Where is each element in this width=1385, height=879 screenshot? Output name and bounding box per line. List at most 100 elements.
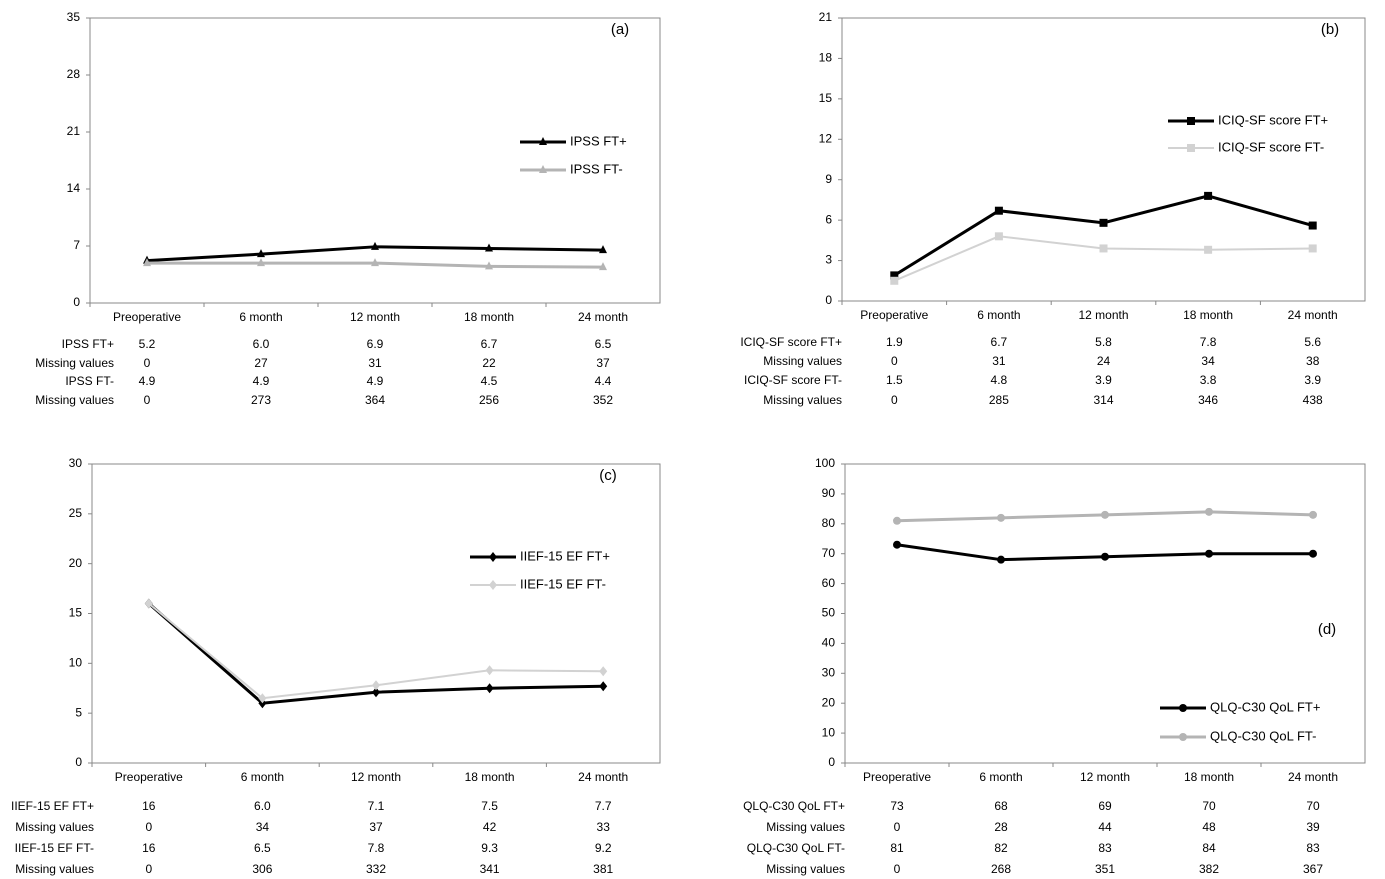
table-row-label: Missing values <box>766 862 845 876</box>
data-point <box>1205 507 1213 516</box>
y-tick-label: 15 <box>69 606 83 620</box>
data-point <box>599 681 608 692</box>
y-tick-label: 6 <box>825 212 832 226</box>
y-tick-label: 70 <box>822 546 836 560</box>
data-point <box>485 683 494 694</box>
table-cell: 84 <box>1202 841 1216 855</box>
table-cell: 7.5 <box>481 799 498 813</box>
table-cell: 367 <box>1303 862 1323 876</box>
x-tick-label: 24 month <box>1288 770 1338 784</box>
y-tick-label: 12 <box>819 131 833 145</box>
table-cell: 346 <box>1198 393 1218 407</box>
panel-label: (d) <box>1318 621 1336 638</box>
table-cell: 73 <box>890 799 904 813</box>
series-line <box>893 194 1314 277</box>
table-cell: 6.7 <box>481 337 498 351</box>
y-tick-label: 9 <box>825 172 832 186</box>
y-tick-label: 0 <box>75 755 82 769</box>
x-tick-label: 6 month <box>241 770 284 784</box>
table-cell: 34 <box>1201 354 1215 368</box>
table-cell: 39 <box>1306 820 1320 834</box>
data-point <box>371 258 379 267</box>
table-cell: 6.0 <box>254 799 271 813</box>
legend-label: QLQ-C30 QoL FT+ <box>1210 699 1320 714</box>
table-cell: 31 <box>368 356 382 370</box>
table-cell: 6.9 <box>367 337 384 351</box>
table-cell: 332 <box>366 862 386 876</box>
y-tick-label: 3 <box>825 253 832 267</box>
data-point <box>1309 510 1317 519</box>
table-cell: 273 <box>251 393 271 407</box>
table-cell: 1.5 <box>886 373 903 387</box>
legend-marker <box>1179 733 1187 741</box>
legend-marker <box>539 137 547 145</box>
table-cell: 6.0 <box>253 337 270 351</box>
data-point <box>994 206 1003 215</box>
data-point <box>1308 244 1317 253</box>
table-row-label: IPSS FT- <box>65 374 114 388</box>
data-point <box>1099 218 1108 227</box>
data-point <box>1101 552 1109 561</box>
table-cell: 3.9 <box>1095 373 1112 387</box>
y-tick-label: 10 <box>69 656 83 670</box>
x-tick-label: 12 month <box>1078 308 1128 322</box>
y-tick-label: 100 <box>815 456 835 470</box>
x-tick-label: 24 month <box>578 310 628 324</box>
panel: 0 7 14 21 28 35 Preoperative 6 month 12 month 18 … <box>35 10 661 407</box>
y-tick-label: 21 <box>819 10 833 24</box>
table-row-label: IPSS FT+ <box>62 337 114 351</box>
y-tick-label: 80 <box>822 516 836 530</box>
table-cell: 70 <box>1202 799 1216 813</box>
table-row-label: IIEF-15 EF FT- <box>15 841 94 855</box>
y-tick-label: 30 <box>69 456 83 470</box>
data-point <box>599 666 608 677</box>
table-cell: 68 <box>994 799 1008 813</box>
data-point <box>372 687 380 698</box>
table-cell: 4.9 <box>253 374 270 388</box>
data-point <box>257 249 265 258</box>
legend-label: IPSS FT+ <box>570 133 627 148</box>
table-cell: 83 <box>1098 841 1112 855</box>
table-cell: 7.8 <box>368 841 385 855</box>
table-cell: 69 <box>1098 799 1112 813</box>
table-row-label: Missing values <box>763 354 842 368</box>
x-tick-label: 18 month <box>1184 770 1234 784</box>
table-cell: 24 <box>1097 354 1111 368</box>
table-cell: 0 <box>145 820 152 834</box>
x-tick-label: 18 month <box>464 310 514 324</box>
x-tick-label: 12 month <box>1080 770 1130 784</box>
x-tick-label: 24 month <box>578 770 628 784</box>
x-tick-label: 24 month <box>1288 308 1338 322</box>
legend-label: IPSS FT- <box>570 161 623 176</box>
table-row-label: QLQ-C30 QoL FT- <box>747 841 845 855</box>
table-cell: 285 <box>989 393 1009 407</box>
legend-marker <box>1179 704 1187 712</box>
table-cell: 5.6 <box>1304 335 1321 349</box>
data-point <box>890 276 899 285</box>
table-row-label: Missing values <box>35 356 114 370</box>
table-cell: 4.4 <box>595 374 612 388</box>
y-tick-label: 10 <box>822 725 836 739</box>
table-cell: 4.9 <box>139 374 156 388</box>
panel-label: (c) <box>599 467 617 484</box>
table-cell: 438 <box>1303 393 1323 407</box>
table-cell: 3.8 <box>1200 373 1217 387</box>
table-cell: 16 <box>142 841 156 855</box>
y-tick-label: 50 <box>822 606 836 620</box>
plot-frame <box>91 463 661 764</box>
table-cell: 4.5 <box>481 374 498 388</box>
data-point <box>372 680 380 691</box>
plot-frame <box>841 17 1366 302</box>
table-cell: 341 <box>480 862 500 876</box>
y-tick-label: 5 <box>75 705 82 719</box>
y-tick-label: 0 <box>828 755 835 769</box>
table-cell: 37 <box>596 356 610 370</box>
table-cell: 6.5 <box>595 337 612 351</box>
y-tick-label: 0 <box>825 293 832 307</box>
table-cell: 22 <box>482 356 496 370</box>
table-row-label: Missing values <box>35 393 114 407</box>
legend-marker <box>489 580 497 590</box>
table-cell: 81 <box>890 841 904 855</box>
table-row-label: QLQ-C30 QoL FT+ <box>743 799 845 813</box>
table-cell: 7.1 <box>368 799 385 813</box>
